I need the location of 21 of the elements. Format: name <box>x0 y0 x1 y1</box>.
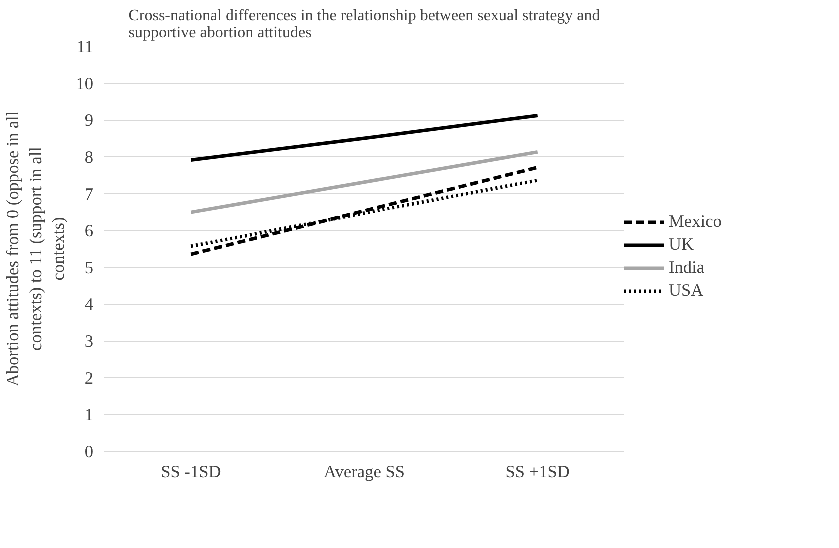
y-tick-label: 5 <box>84 258 94 278</box>
y-tick-label: 9 <box>84 111 94 130</box>
y-tick-label: 0 <box>84 442 94 462</box>
x-tick-label: SS +1SD <box>506 462 570 482</box>
y-tick-label: 1 <box>84 406 94 425</box>
y-tick-label: 4 <box>84 295 94 314</box>
x-tick-label: SS -1SD <box>161 462 222 482</box>
y-tick-label: 6 <box>84 222 94 241</box>
y-tick-label: 11 <box>76 38 94 56</box>
y-tick-label: 7 <box>84 184 94 204</box>
x-tick-label: Average SS <box>324 462 406 482</box>
y-axis-title: Abortion attitudes from 0 (oppose in all contexts) to 11 (support in all contexts) <box>4 111 68 387</box>
y-tick-label: 10 <box>76 74 94 94</box>
legend-label: Mexico <box>669 212 722 232</box>
y-tick-label: 2 <box>84 368 94 388</box>
y-tick-label: 8 <box>84 148 94 167</box>
legend-label: India <box>669 258 705 278</box>
legend-label: UK <box>669 235 694 255</box>
chart-title: Cross-national differences in the relationship between sexual strategy and supportive abortion attitudes <box>128 8 600 42</box>
y-tick-label: 3 <box>84 332 94 352</box>
legend-label: USA <box>669 281 704 301</box>
